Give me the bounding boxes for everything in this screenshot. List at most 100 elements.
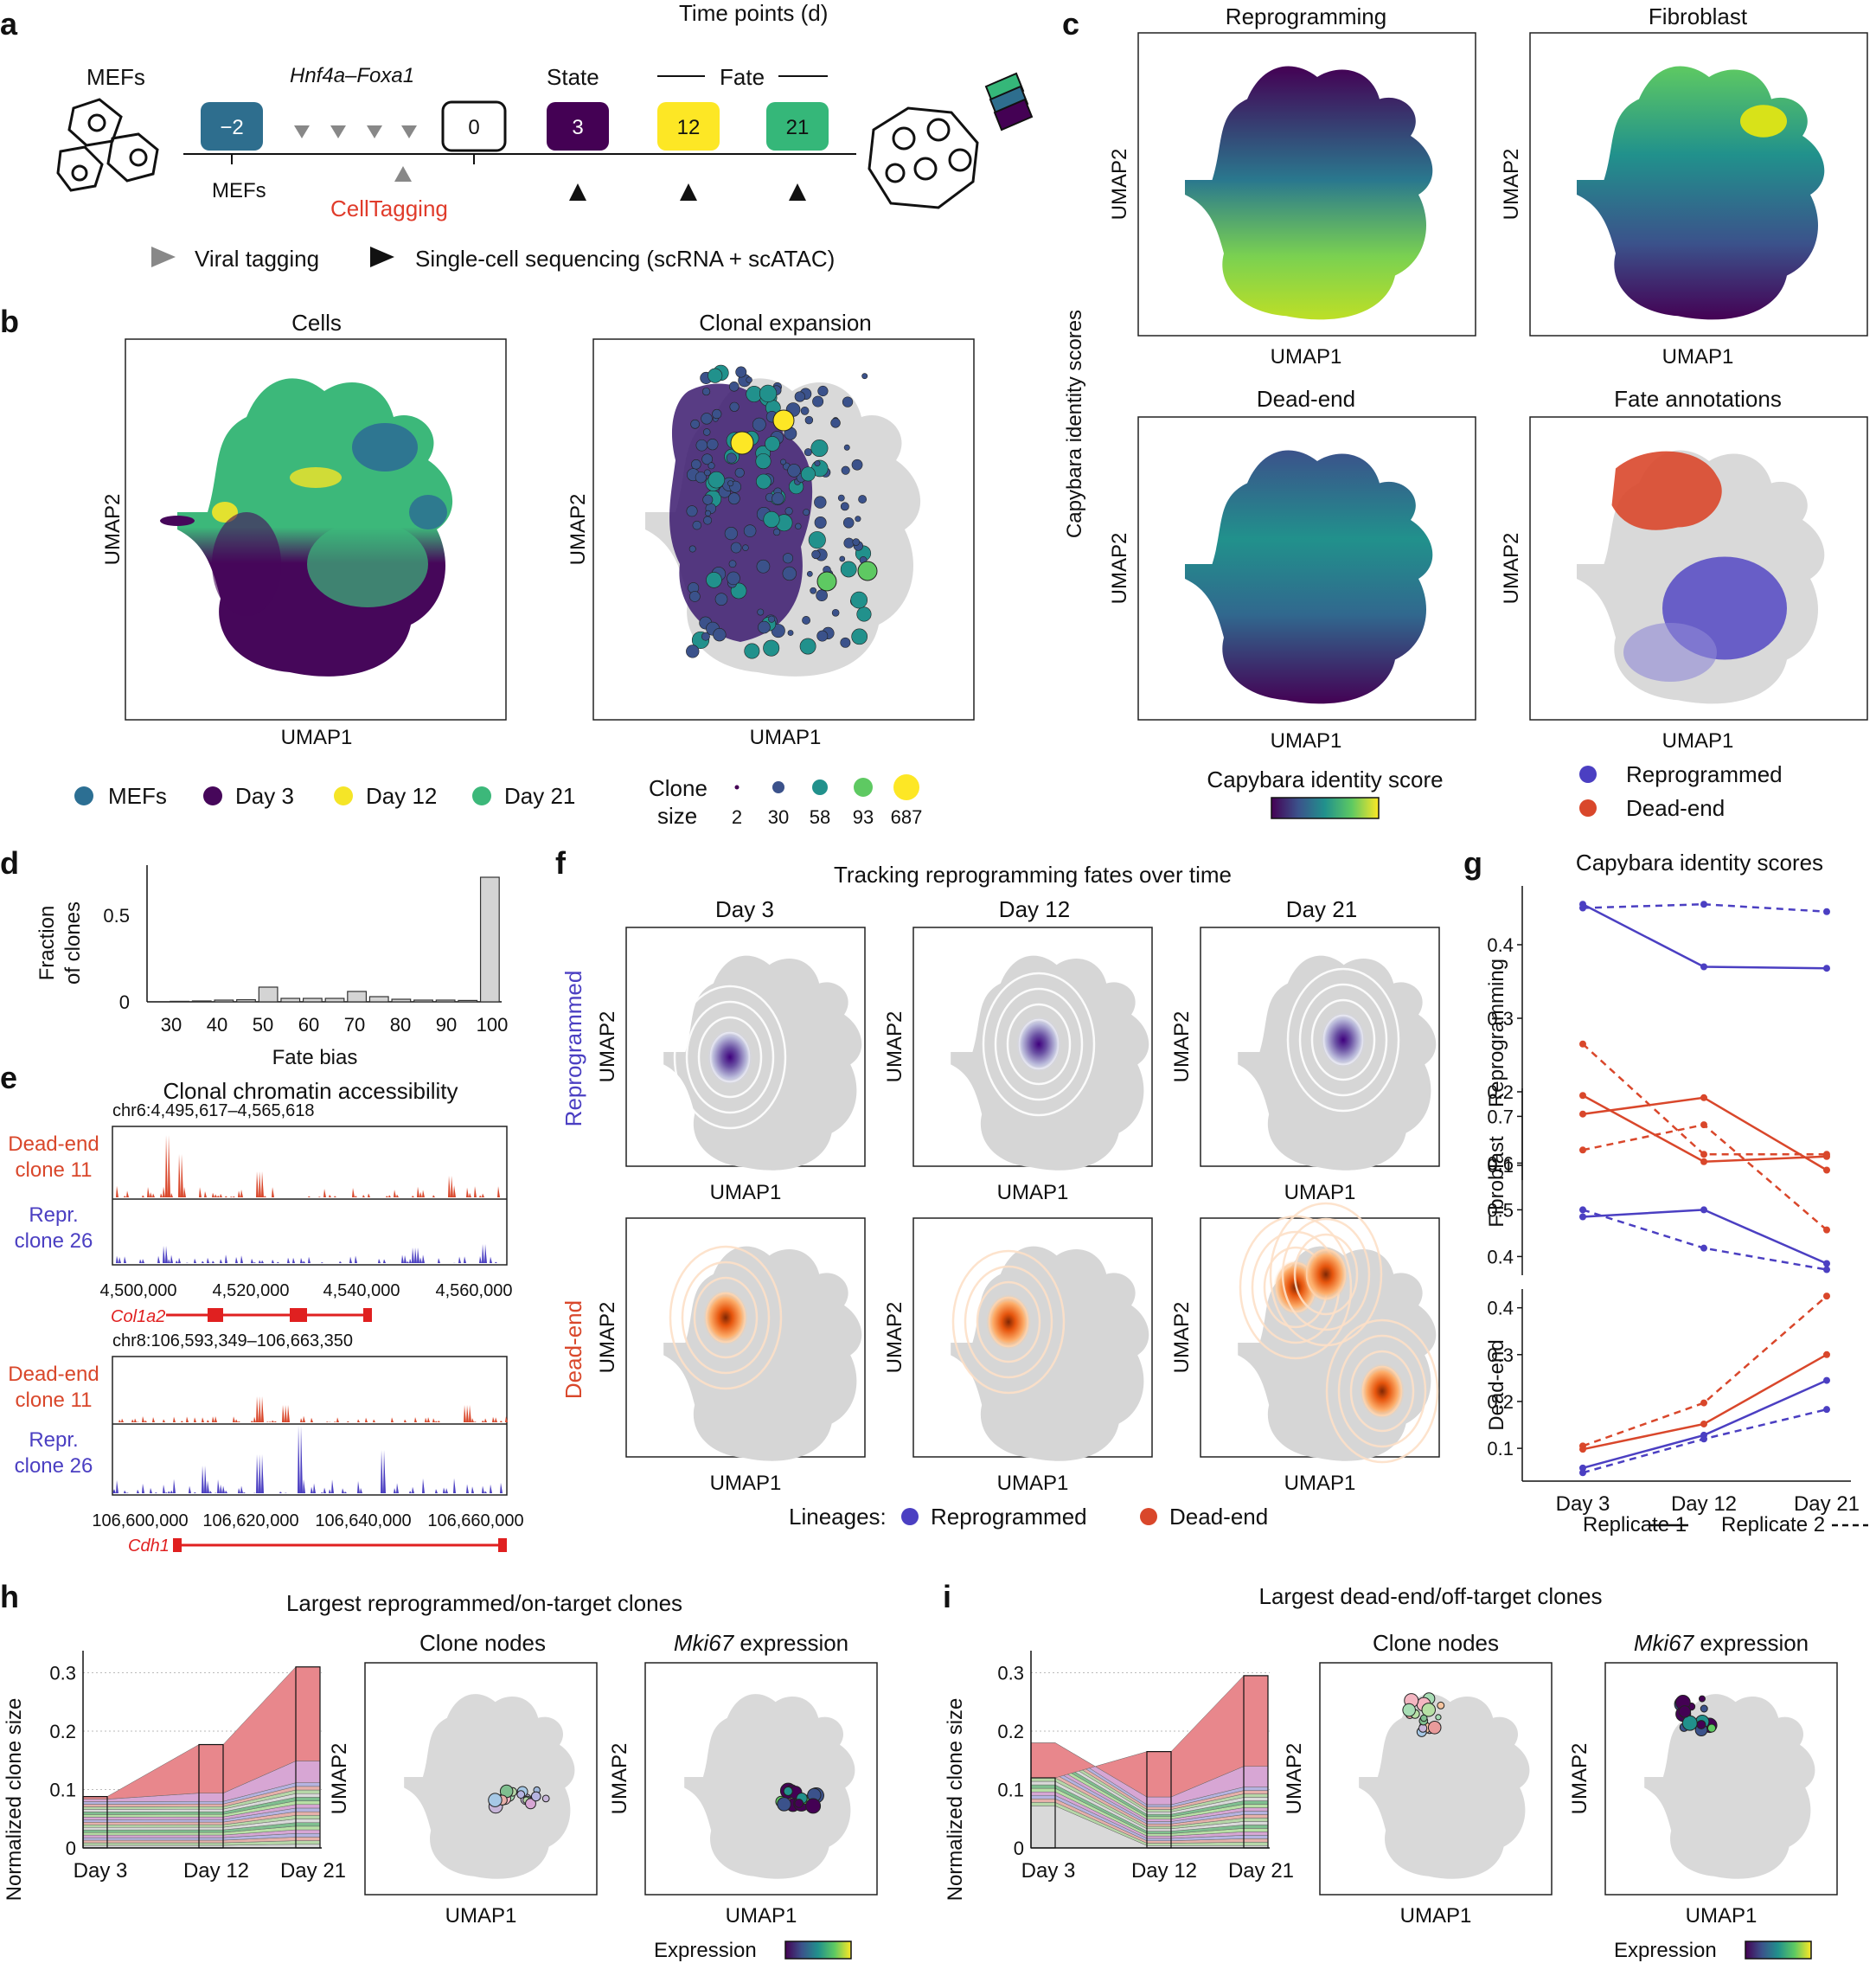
f-legend-dead: Dead-end bbox=[1169, 1504, 1268, 1530]
viral-tag-legend-icon bbox=[151, 247, 176, 267]
clonal-ylabel: UMAP2 bbox=[567, 494, 590, 566]
legend-mefs: MEFs bbox=[108, 783, 167, 809]
clone-bubble bbox=[701, 632, 710, 641]
clone-size-legend: Clone size 2 30 58 93 687 bbox=[649, 774, 922, 829]
clone-node bbox=[1696, 1720, 1706, 1729]
f-ylabel: UMAP2 bbox=[596, 1302, 619, 1374]
e-axis-1: 4,500,000 4,520,000 4,540,000 4,560,000 bbox=[100, 1281, 513, 1300]
g-point bbox=[1823, 1266, 1830, 1273]
clone-bubble bbox=[784, 507, 793, 516]
legend-deadend-dot bbox=[1579, 799, 1597, 817]
clone-bubble bbox=[780, 459, 786, 465]
clone-bubble bbox=[686, 505, 698, 517]
legend-seq: Single-cell sequencing (scRNA + scATAC) bbox=[415, 246, 835, 272]
svg-text:0: 0 bbox=[468, 116, 479, 139]
d-xtick: 30 bbox=[161, 1014, 182, 1036]
clone-bubble bbox=[734, 467, 745, 478]
panel-g: g Capybara identity scores 0.4 0.3 0.2 0.1 R… bbox=[1463, 845, 1868, 1536]
d-ylabel-2: of clones bbox=[61, 901, 85, 985]
clone-bubble bbox=[695, 472, 707, 484]
clone-bubble bbox=[689, 591, 701, 602]
panel-letter-g: g bbox=[1463, 845, 1482, 881]
g-ytick: 0.6 bbox=[1487, 1152, 1514, 1174]
f-xlabel: UMAP1 bbox=[1284, 1181, 1356, 1204]
fate-annotations-title: Fate annotations bbox=[1614, 386, 1782, 412]
d-xtick: 40 bbox=[207, 1014, 227, 1036]
clone-node bbox=[805, 1798, 822, 1814]
f-day21: Day 21 bbox=[1286, 896, 1357, 922]
f-contour bbox=[964, 1265, 1053, 1379]
g-ytick: 0.1 bbox=[1487, 1438, 1514, 1459]
h-ylabel: Normalized clone size bbox=[3, 1698, 26, 1902]
i-xlabel: UMAP1 bbox=[1400, 1904, 1472, 1928]
clone-size-label-1: Clone bbox=[649, 775, 708, 801]
clone-bubble bbox=[757, 608, 765, 616]
f-ylabel: UMAP2 bbox=[1170, 1302, 1194, 1374]
legend-viral: Viral tagging bbox=[195, 246, 319, 272]
clone-size-30: 30 bbox=[768, 806, 789, 828]
clonal-xlabel: UMAP1 bbox=[750, 726, 822, 749]
stream-ytick: 0.2 bbox=[49, 1721, 76, 1742]
clone-bubble bbox=[708, 368, 723, 383]
g-xtick: Day 12 bbox=[1671, 1492, 1737, 1516]
g-point bbox=[1579, 904, 1586, 912]
f-density-peak bbox=[1360, 1363, 1405, 1419]
stream-ytick: 0.2 bbox=[997, 1721, 1024, 1742]
legend-day3: Day 3 bbox=[235, 783, 294, 809]
g-ytick: 0.2 bbox=[1487, 1391, 1514, 1413]
accessibility-signal bbox=[112, 1396, 508, 1422]
clone-bubble bbox=[695, 439, 708, 452]
clone-bubble bbox=[714, 593, 728, 606]
sequencing-tubes-icon bbox=[984, 72, 1034, 132]
fate-bias-bar bbox=[258, 986, 279, 1003]
fate-bias-bar bbox=[413, 999, 433, 1003]
g-point bbox=[1579, 1206, 1586, 1214]
clone-bubble bbox=[812, 395, 824, 407]
f-legend-repr-dot bbox=[901, 1508, 919, 1525]
f-ylabel: UMAP2 bbox=[883, 1011, 906, 1083]
clone-node bbox=[1698, 1695, 1706, 1703]
h-stream-area: 0 0.1 0.2 0.3 Day 3 Day 12 Day 21 bbox=[49, 1651, 346, 1883]
h-ylabel-umap: UMAP2 bbox=[328, 1743, 351, 1815]
h-expr-label: Expression bbox=[654, 1939, 757, 1962]
f-contour bbox=[697, 1016, 763, 1099]
stream-ytick: 0.1 bbox=[49, 1780, 76, 1801]
stream-ytick: 0 bbox=[66, 1838, 76, 1859]
g-point bbox=[1700, 1158, 1707, 1165]
clone-bubble bbox=[850, 591, 868, 609]
d-xtick: 90 bbox=[436, 1014, 457, 1036]
g-point bbox=[1700, 901, 1707, 908]
d-ytick: 0 bbox=[119, 991, 130, 1013]
clone-size-58: 58 bbox=[810, 806, 830, 828]
e-dead-label-2b: clone 11 bbox=[16, 1389, 93, 1412]
f-day12: Day 12 bbox=[999, 896, 1070, 922]
d-ylabel-1: Fraction bbox=[35, 906, 59, 981]
clone-node bbox=[541, 1794, 550, 1803]
stream-xtick: Day 3 bbox=[74, 1859, 128, 1883]
stream-ytick: 0 bbox=[1014, 1838, 1024, 1859]
clone-bubble bbox=[727, 480, 734, 487]
clone-bubble bbox=[839, 555, 846, 562]
clone-node bbox=[777, 1797, 791, 1812]
fate-bias-bar bbox=[191, 1000, 212, 1003]
stream-xtick: Day 12 bbox=[1131, 1859, 1197, 1883]
clone-size-2: 2 bbox=[732, 806, 742, 828]
clone-bubble bbox=[752, 417, 766, 432]
panel-a: a Time points (d) MEFs Hnf4a–Foxa1 State… bbox=[0, 0, 1034, 272]
clone-bubble bbox=[814, 516, 827, 529]
clone-bubble bbox=[701, 453, 713, 465]
panel-b: b Cells UMAP1 UMAP2 Clonal expansion UMA… bbox=[0, 304, 975, 829]
f-contour bbox=[669, 1245, 783, 1390]
i-ylabel-umap: UMAP2 bbox=[1283, 1743, 1306, 1815]
clone-bubble-large bbox=[857, 561, 878, 581]
g-point bbox=[1579, 1040, 1586, 1048]
fate-bias-bar bbox=[280, 998, 301, 1003]
f-contour bbox=[1239, 1215, 1353, 1360]
svg-text:4,560,000: 4,560,000 bbox=[436, 1281, 513, 1300]
clone-bubble bbox=[800, 466, 816, 482]
panel-letter-f: f bbox=[555, 845, 567, 881]
dead-end-track-2 bbox=[112, 1396, 508, 1422]
clone-bubble bbox=[800, 407, 810, 415]
clone-bubble bbox=[713, 628, 727, 642]
clone-bubble bbox=[690, 419, 700, 429]
